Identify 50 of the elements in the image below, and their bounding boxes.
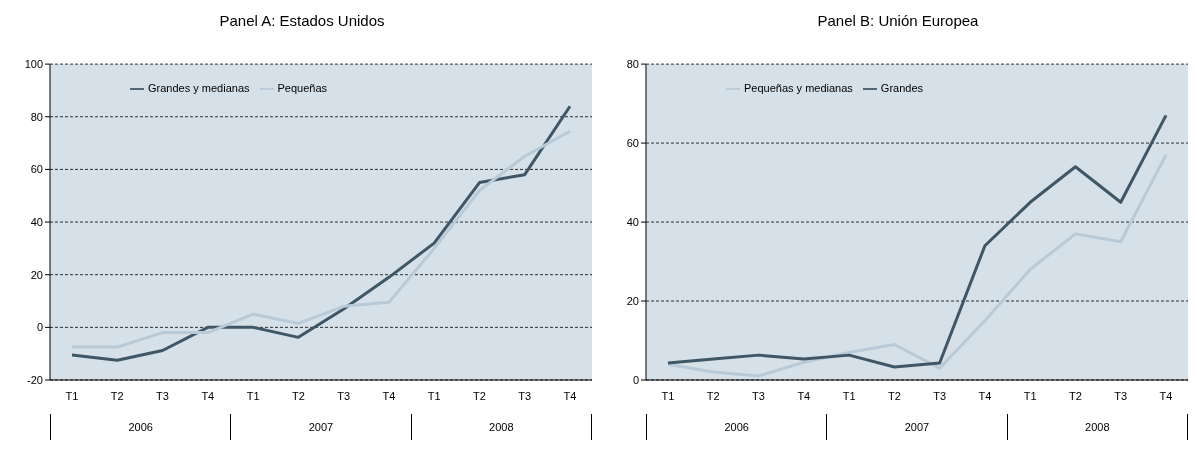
text: 2008 xyxy=(410,414,592,440)
y-tick-label: 40 xyxy=(626,215,639,228)
text: 2006 xyxy=(50,414,231,440)
y-tick-label: 60 xyxy=(626,136,639,149)
y-tick-label: 0 xyxy=(36,321,43,334)
x-tick-label: T2 xyxy=(291,389,305,402)
x-tick-label: T1 xyxy=(427,389,441,402)
y-tick-label: 40 xyxy=(30,215,43,228)
y-tick-label: 100 xyxy=(24,58,43,70)
x-tick-label: T4 xyxy=(978,389,992,402)
chart-title: Panel A: Estados Unidos xyxy=(218,11,386,31)
x-tick-label: T1 xyxy=(65,389,79,402)
legend-label: Pequeñas xyxy=(277,82,328,94)
x-tick-label: T1 xyxy=(1023,389,1037,402)
x-tick-label: T2 xyxy=(110,389,124,402)
y-tick-label: 20 xyxy=(30,268,43,281)
x-tick-label: T2 xyxy=(473,389,486,402)
y-tick-label: 80 xyxy=(626,58,639,70)
x-tick-label: T3 xyxy=(933,389,947,402)
x-tick-label: T4 xyxy=(382,389,396,402)
x-tick-label: T1 xyxy=(246,389,260,402)
x-tick-label: T3 xyxy=(518,389,532,402)
x-tick-label: T2 xyxy=(887,389,901,402)
x-tick-label: T2 xyxy=(706,389,720,402)
legend-label: Pequeñas y medianas xyxy=(744,82,853,94)
chart-title: Panel B: Unión Europea xyxy=(816,11,980,31)
line-series xyxy=(666,153,1168,378)
x-tick-label: T3 xyxy=(337,389,351,402)
x-tick-label: T3 xyxy=(752,389,765,402)
x-tick-label: T2 xyxy=(1069,389,1082,402)
x-tick-label: T4 xyxy=(201,389,215,402)
y-tick-label: 80 xyxy=(30,110,43,123)
y-tick-label: 20 xyxy=(626,294,639,307)
x-tick-label: T4 xyxy=(797,389,811,402)
text: 2007 xyxy=(826,414,1007,440)
line-series xyxy=(666,113,1168,369)
x-tick-label: T4 xyxy=(1159,389,1173,402)
text: 2007 xyxy=(230,414,411,440)
x-tick-label: T1 xyxy=(661,389,675,402)
legend-label: Grandes xyxy=(880,82,924,94)
x-tick-label: T3 xyxy=(156,389,169,402)
y-tick-label: 60 xyxy=(30,163,43,176)
y-tick-label: -20 xyxy=(27,373,43,386)
text: 2008 xyxy=(1006,414,1188,440)
x-tick-label: T1 xyxy=(842,389,856,402)
text: 2006 xyxy=(646,414,827,440)
legend-label: Grandes y medianas xyxy=(148,82,250,94)
y-tick-label: 0 xyxy=(632,373,639,386)
x-tick-label: T3 xyxy=(1114,389,1128,402)
x-tick-label: T4 xyxy=(563,389,577,402)
